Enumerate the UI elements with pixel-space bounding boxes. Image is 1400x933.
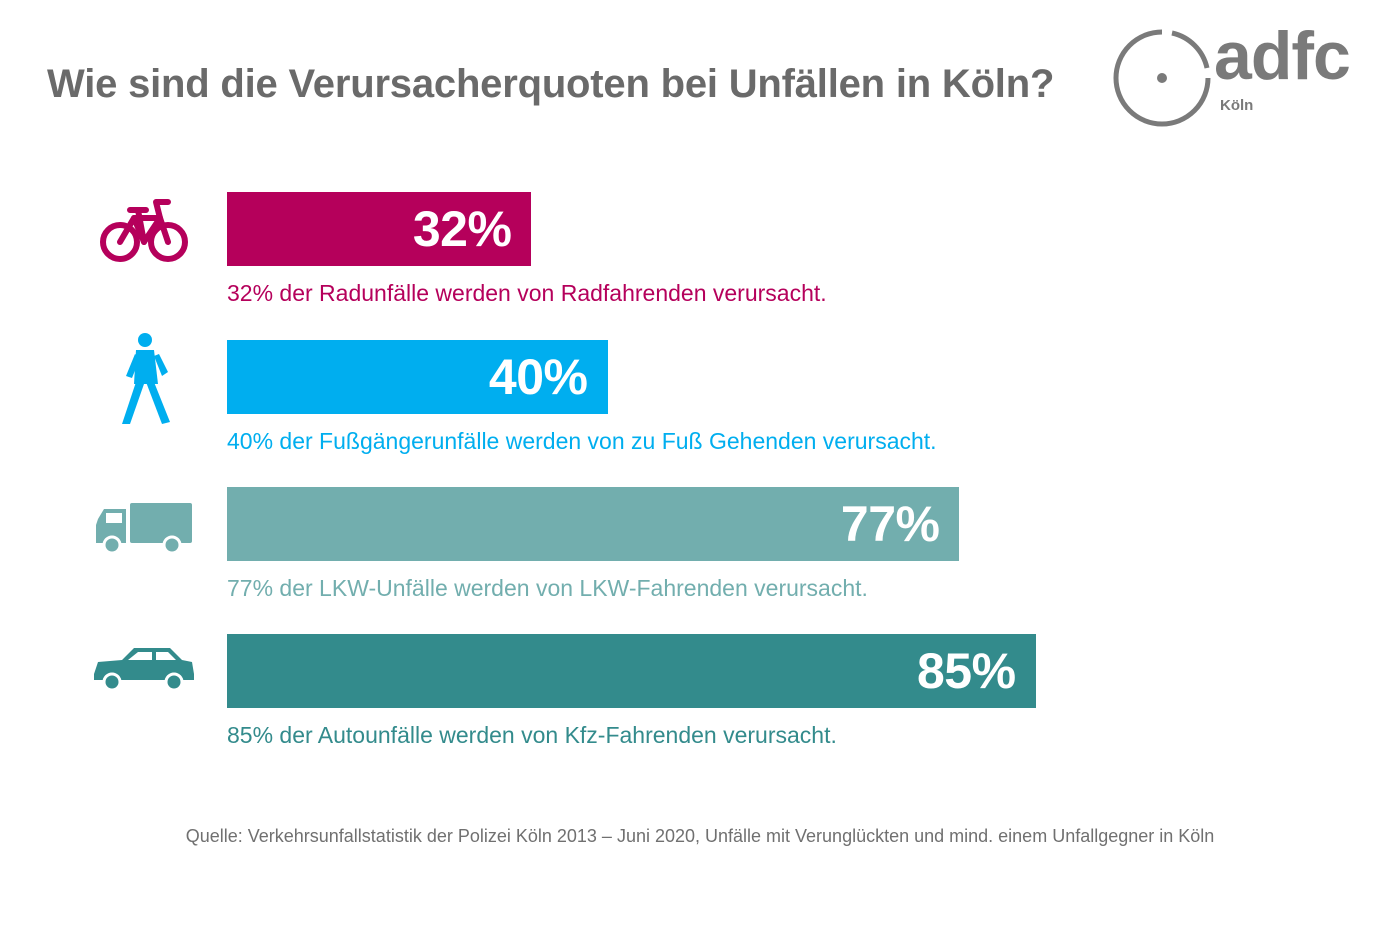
- pedestrian-icon: [88, 332, 200, 432]
- page-title: Wie sind die Verursacherquoten bei Unfäl…: [47, 62, 1055, 106]
- chart-row: 40% 40% der Fußgängerunfälle werden von z…: [0, 333, 1400, 480]
- bar-value-label: 40%: [488, 349, 588, 405]
- logo-circle-icon: [1113, 29, 1211, 127]
- bar-caption: 85% der Autounfälle werden von Kfz-Fahre…: [227, 722, 837, 748]
- truck-icon: [88, 479, 200, 579]
- bar-caption: 77% der LKW-Unfälle werden von LKW-Fahre…: [227, 575, 868, 601]
- bicycle-icon: [88, 184, 200, 284]
- bar-value-label: 77%: [840, 496, 940, 552]
- bar-value-label: 85%: [917, 643, 1016, 699]
- logo-subtext: Köln: [1220, 97, 1254, 114]
- bar: 77%: [227, 487, 960, 561]
- bar-value-label: 32%: [412, 201, 512, 257]
- bar-caption: 32% der Radunfälle werden von Radfahrend…: [227, 280, 827, 306]
- logo-text: adfc: [1214, 18, 1351, 94]
- adfc-logo: adfc Köln: [1112, 22, 1372, 128]
- chart-row: 32% 32% der Radunfälle werden von Radfahr…: [0, 192, 1400, 332]
- source-note: Quelle: Verkehrsunfallstatistik der Poli…: [185, 826, 1215, 846]
- chart-row: 77% 77% der LKW-Unfälle werden von LKW-Fa…: [0, 487, 1400, 627]
- bar-caption: 40% der Fußgängerunfälle werden von zu F…: [227, 428, 937, 454]
- car-icon: [88, 620, 200, 720]
- bar: 32%: [227, 192, 532, 266]
- bar: 40%: [227, 340, 608, 414]
- chart-row: 85% 85% der Autounfälle werden von Kfz-Fa…: [0, 634, 1400, 774]
- bar: 85%: [227, 634, 1036, 708]
